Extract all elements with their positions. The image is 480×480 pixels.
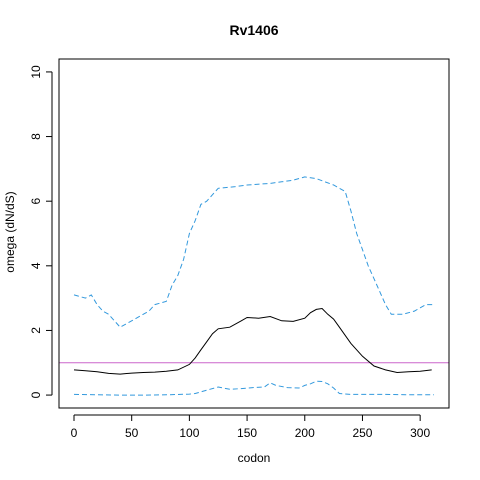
x-tick-label: 150 bbox=[237, 426, 257, 440]
y-tick-label: 4 bbox=[29, 262, 43, 269]
y-axis-label: omega (dN/dS) bbox=[3, 191, 17, 272]
y-tick-label: 10 bbox=[29, 65, 43, 79]
y-tick-label: 6 bbox=[29, 198, 43, 205]
y-tick-label: 0 bbox=[29, 391, 43, 398]
x-tick-label: 200 bbox=[295, 426, 315, 440]
plot-frame bbox=[58, 58, 450, 409]
series-layer bbox=[59, 176, 449, 396]
x-tick-label: 50 bbox=[125, 426, 139, 440]
series-line-2 bbox=[73, 380, 434, 396]
x-tick-label: 100 bbox=[179, 426, 199, 440]
chart-title: Rv1406 bbox=[229, 22, 278, 38]
series-line-0 bbox=[73, 307, 432, 375]
y-tick-label: 8 bbox=[29, 133, 43, 140]
y-tick-label: 2 bbox=[29, 327, 43, 334]
x-tick-label: 0 bbox=[71, 426, 78, 440]
x-tick-label: 300 bbox=[410, 426, 430, 440]
axes-layer: 0 50 100 150 200 250 300 0 2 4 6 8 10 bbox=[29, 58, 450, 440]
series-line-1 bbox=[73, 176, 434, 328]
x-axis-label: codon bbox=[238, 451, 271, 465]
x-tick-label: 250 bbox=[352, 426, 372, 440]
